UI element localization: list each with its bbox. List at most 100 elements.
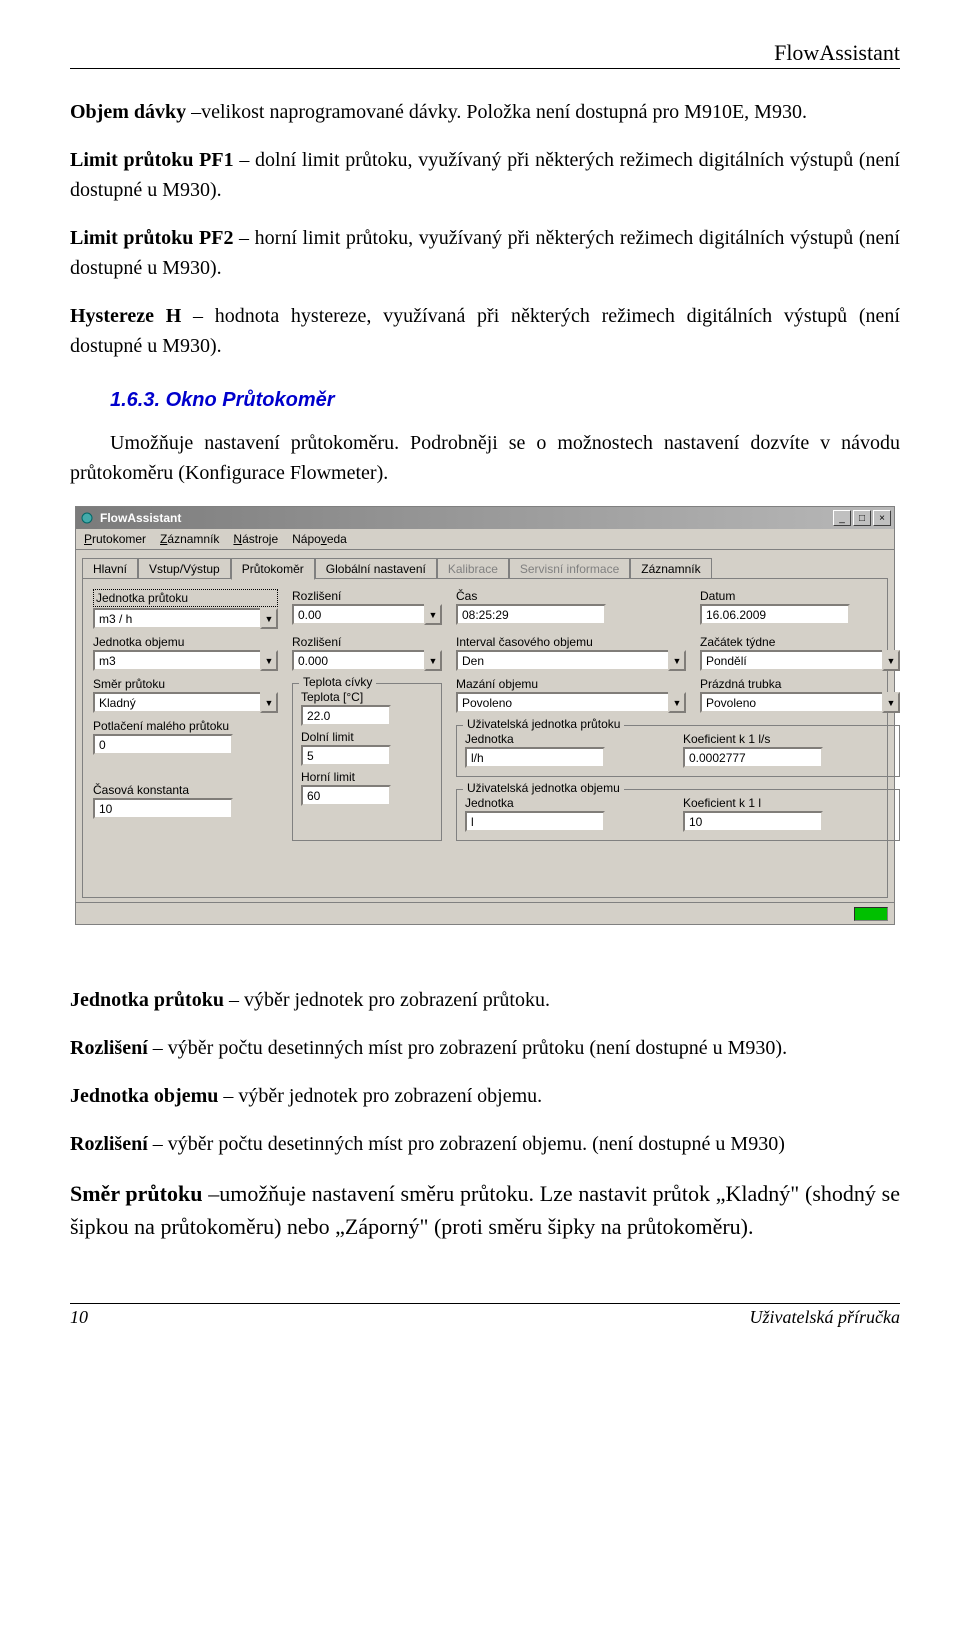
group-uz-objem: Uživatelská jednotka objemu Jednotka Koe… (456, 789, 900, 841)
label-teplota: Teplota [°C] (301, 690, 433, 704)
chevron-down-icon[interactable]: ▼ (260, 608, 278, 629)
doc-title: Uživatelská příručka (750, 1307, 900, 1328)
window-title: FlowAssistant (100, 511, 833, 525)
label-rozliseni1: Rozlišení (292, 589, 442, 603)
input-jednotka-objemu[interactable] (93, 650, 260, 671)
chevron-down-icon[interactable]: ▼ (424, 604, 442, 625)
input-horni[interactable] (301, 785, 391, 806)
input-rozliseni2[interactable] (292, 650, 424, 671)
tab-prutokomer[interactable]: Průtokoměr (231, 558, 315, 580)
header-rule (70, 68, 900, 69)
menu-nastroje[interactable]: Nástroje (233, 532, 278, 546)
para-intro: Umožňuje nastavení průtokoměru. Podrobně… (70, 428, 900, 488)
chevron-down-icon[interactable]: ▼ (668, 650, 686, 671)
label-jednotka-prutoku: Jednotka průtoku (93, 589, 278, 607)
label-rozliseni2: Rozlišení (292, 635, 442, 649)
app-window: FlowAssistant _ □ × Prutokomer Záznamník… (75, 506, 895, 925)
combo-jednotka-objemu[interactable]: ▼ (93, 650, 278, 671)
label-koef-ls: Koeficient k 1 l/s (683, 732, 891, 746)
group-title-teplota: Teplota cívky (299, 675, 376, 689)
combo-jednotka-prutoku[interactable]: ▼ (93, 608, 278, 629)
input-potlaceni[interactable] (93, 734, 233, 755)
menu-prutokomer[interactable]: Prutokomer (84, 532, 146, 546)
input-mazani[interactable] (456, 692, 668, 713)
tab-zaznamnik[interactable]: Záznamník (630, 558, 711, 579)
statusbar (76, 902, 894, 924)
label-datum: Datum (700, 589, 900, 603)
label-koef-l: Koeficient k 1 l (683, 796, 891, 810)
titlebar: FlowAssistant _ □ × (76, 507, 894, 529)
close-button[interactable]: × (873, 510, 891, 526)
term: Rozlišení (70, 1133, 148, 1155)
tab-globalni[interactable]: Globální nastavení (315, 558, 437, 579)
combo-rozliseni1[interactable]: ▼ (292, 604, 442, 625)
chevron-down-icon[interactable]: ▼ (424, 650, 442, 671)
input-zacatek[interactable] (700, 650, 882, 671)
group-title-uz-prutok: Uživatelská jednotka průtoku (463, 717, 624, 731)
input-smer[interactable] (93, 692, 260, 713)
chevron-down-icon[interactable]: ▼ (882, 650, 900, 671)
input-casova[interactable] (93, 798, 233, 819)
text: – výběr jednotek pro zobrazení objemu. (218, 1085, 542, 1107)
text: –velikost naprogramované dávky. Položka … (186, 101, 807, 123)
term: Limit průtoku PF2 (70, 227, 233, 249)
input-uz-prutok-j[interactable] (465, 747, 605, 768)
menu-napoveda[interactable]: Nápoveda (292, 532, 347, 546)
input-uz-objem-j[interactable] (465, 811, 605, 832)
label-interval: Interval časového objemu (456, 635, 686, 649)
label-prazdna: Prázdná trubka (700, 677, 900, 691)
text: – výběr počtu desetinných míst pro zobra… (148, 1037, 787, 1059)
combo-prazdna[interactable]: ▼ (700, 692, 900, 713)
maximize-button[interactable]: □ (853, 510, 871, 526)
para-jednotka-objemu: Jednotka objemu – výběr jednotek pro zob… (70, 1081, 900, 1111)
chevron-down-icon[interactable]: ▼ (260, 650, 278, 671)
group-uz-prutok: Uživatelská jednotka průtoku Jednotka Ko… (456, 725, 900, 777)
menubar: Prutokomer Záznamník Nástroje Nápoveda (76, 529, 894, 550)
para-jednotka-prutoku: Jednotka průtoku – výběr jednotek pro zo… (70, 985, 900, 1015)
label-potlaceni: Potlačení malého průtoku (93, 719, 278, 733)
combo-smer[interactable]: ▼ (93, 692, 278, 713)
input-interval[interactable] (456, 650, 668, 671)
chevron-down-icon[interactable]: ▼ (260, 692, 278, 713)
tab-vstup[interactable]: Vstup/Výstup (138, 558, 231, 579)
input-uz-prutok-k[interactable] (683, 747, 823, 768)
combo-rozliseni2[interactable]: ▼ (292, 650, 442, 671)
chevron-down-icon[interactable]: ▼ (668, 692, 686, 713)
combo-interval[interactable]: ▼ (456, 650, 686, 671)
input-jednotka-prutoku[interactable] (93, 608, 260, 629)
chevron-down-icon[interactable]: ▼ (882, 692, 900, 713)
input-dolni[interactable] (301, 745, 391, 766)
status-indicator (854, 907, 888, 921)
window-buttons: _ □ × (833, 510, 891, 526)
label-smer: Směr průtoku (93, 677, 278, 691)
text: – výběr počtu desetinných míst pro zobra… (148, 1133, 785, 1155)
combo-mazani[interactable]: ▼ (456, 692, 686, 713)
group-teplota: Teplota cívky Teplota [°C] Dolní limit H… (292, 683, 442, 841)
input-rozliseni1[interactable] (292, 604, 424, 625)
para-hystereze: Hystereze H – hodnota hystereze, využíva… (70, 301, 900, 361)
para-rozliseni1: Rozlišení – výběr počtu desetinných míst… (70, 1033, 900, 1063)
section-title: 1.6.3. Okno Průtokoměr (110, 389, 900, 412)
label-jednotka-uz1: Jednotka (465, 732, 673, 746)
app-icon (79, 510, 95, 526)
tab-panel: Jednotka průtoku ▼ Rozlišení ▼ Čas (82, 578, 888, 898)
group-title-uz-objem: Uživatelská jednotka objemu (463, 781, 624, 795)
input-cas[interactable] (456, 604, 606, 625)
text: – výběr jednotek pro zobrazení průtoku. (224, 989, 550, 1011)
term: Jednotka průtoku (70, 989, 224, 1011)
input-uz-objem-k[interactable] (683, 811, 823, 832)
minimize-button[interactable]: _ (833, 510, 851, 526)
term: Jednotka objemu (70, 1085, 218, 1107)
label-cas: Čas (456, 589, 686, 603)
tab-hlavni[interactable]: Hlavní (82, 558, 138, 579)
tab-servisni: Servisní informace (509, 558, 630, 579)
combo-zacatek[interactable]: ▼ (700, 650, 900, 671)
input-teplota[interactable] (301, 705, 391, 726)
para-rozliseni2: Rozlišení – výběr počtu desetinných míst… (70, 1129, 900, 1159)
input-prazdna[interactable] (700, 692, 882, 713)
label-mazani: Mazání objemu (456, 677, 686, 691)
menu-zaznamnik[interactable]: Záznamník (160, 532, 219, 546)
page-number: 10 (70, 1307, 88, 1328)
input-datum[interactable] (700, 604, 850, 625)
label-jednotka-uz2: Jednotka (465, 796, 673, 810)
